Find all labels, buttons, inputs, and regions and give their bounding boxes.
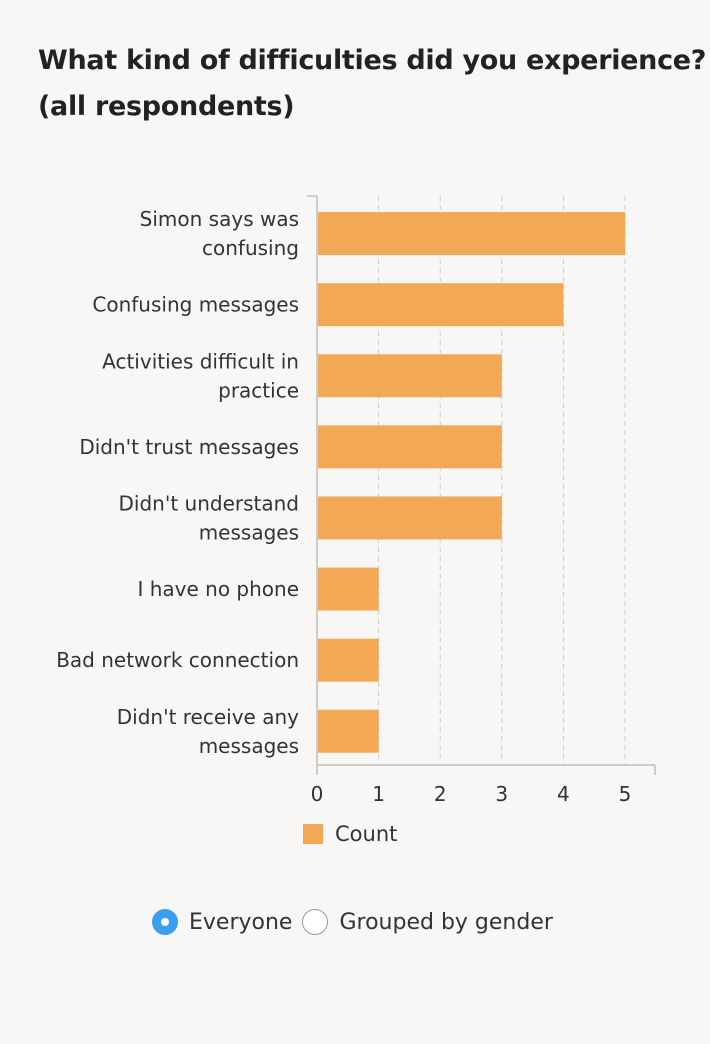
category-label-6: Bad network connection — [56, 648, 299, 672]
category-label-6-line-0: Bad network connection — [56, 648, 299, 672]
category-label-4-line-1: messages — [199, 520, 299, 544]
category-label-2-line-0: Activities difficult in — [102, 349, 299, 373]
category-label-3-line-0: Didn't trust messages — [79, 435, 299, 459]
category-label-7-line-0: Didn't receive any — [117, 705, 299, 729]
x-tick-label-0: 0 — [311, 782, 324, 806]
chart-title: What kind of difficulties did you experi… — [38, 38, 707, 130]
bar-3 — [318, 425, 502, 469]
bar-chart: Simon says was confusing Confusing message… — [56, 195, 656, 806]
category-label-7: Didn't receive any messages — [117, 705, 299, 758]
chart-title-line-1: What kind of difficulties did you experi… — [38, 45, 707, 76]
chart-title-line-2: (all respondents) — [38, 91, 295, 122]
x-tick-label-1: 1 — [372, 782, 385, 806]
radio-grouped-by-gender[interactable] — [302, 909, 329, 935]
x-tick-label-4: 4 — [557, 782, 570, 806]
category-label-3: Didn't trust messages — [79, 435, 299, 459]
bar-0 — [318, 212, 625, 256]
category-label-1-line-0: Confusing messages — [92, 293, 299, 317]
category-labels: Simon says was confusing Confusing message… — [56, 207, 299, 758]
bar-6 — [318, 638, 379, 682]
category-label-0-line-0: Simon says was — [140, 207, 299, 231]
bar-1 — [318, 283, 564, 327]
category-label-4-line-0: Didn't understand — [119, 491, 300, 515]
legend-label-count: Count — [335, 822, 398, 846]
category-label-5-line-0: I have no phone — [137, 577, 299, 601]
category-label-0: Simon says was confusing — [140, 207, 299, 260]
grouping-radio-group: Everyone Grouped by gender — [152, 905, 563, 939]
tick-labels: 0 1 2 3 4 5 — [311, 782, 632, 806]
category-label-0-line-1: confusing — [202, 236, 299, 260]
category-label-5: I have no phone — [137, 577, 299, 601]
category-label-2: Activities difficult in practice — [102, 349, 299, 402]
radio-option-grouped-by-gender[interactable]: Grouped by gender — [302, 909, 553, 935]
bar-2 — [318, 354, 502, 398]
bars — [318, 212, 625, 753]
category-label-1: Confusing messages — [92, 293, 299, 317]
bar-5 — [318, 567, 379, 611]
x-tick-label-3: 3 — [495, 782, 508, 806]
bar-7 — [318, 709, 379, 753]
gridlines — [378, 196, 626, 765]
radio-everyone[interactable] — [152, 909, 178, 935]
axes — [307, 195, 656, 775]
radio-label-grouped-by-gender: Grouped by gender — [339, 909, 553, 935]
bar-4 — [318, 496, 502, 540]
x-tick-label-2: 2 — [434, 782, 447, 806]
category-label-7-line-1: messages — [199, 734, 299, 758]
legend: Count — [303, 820, 397, 848]
x-tick-label-5: 5 — [619, 782, 632, 806]
legend-swatch-count — [303, 824, 323, 844]
radio-option-everyone[interactable]: Everyone — [152, 909, 292, 935]
radio-label-everyone: Everyone — [189, 909, 293, 935]
category-label-2-line-1: practice — [218, 378, 299, 402]
category-label-4: Didn't understand messages — [119, 491, 300, 544]
